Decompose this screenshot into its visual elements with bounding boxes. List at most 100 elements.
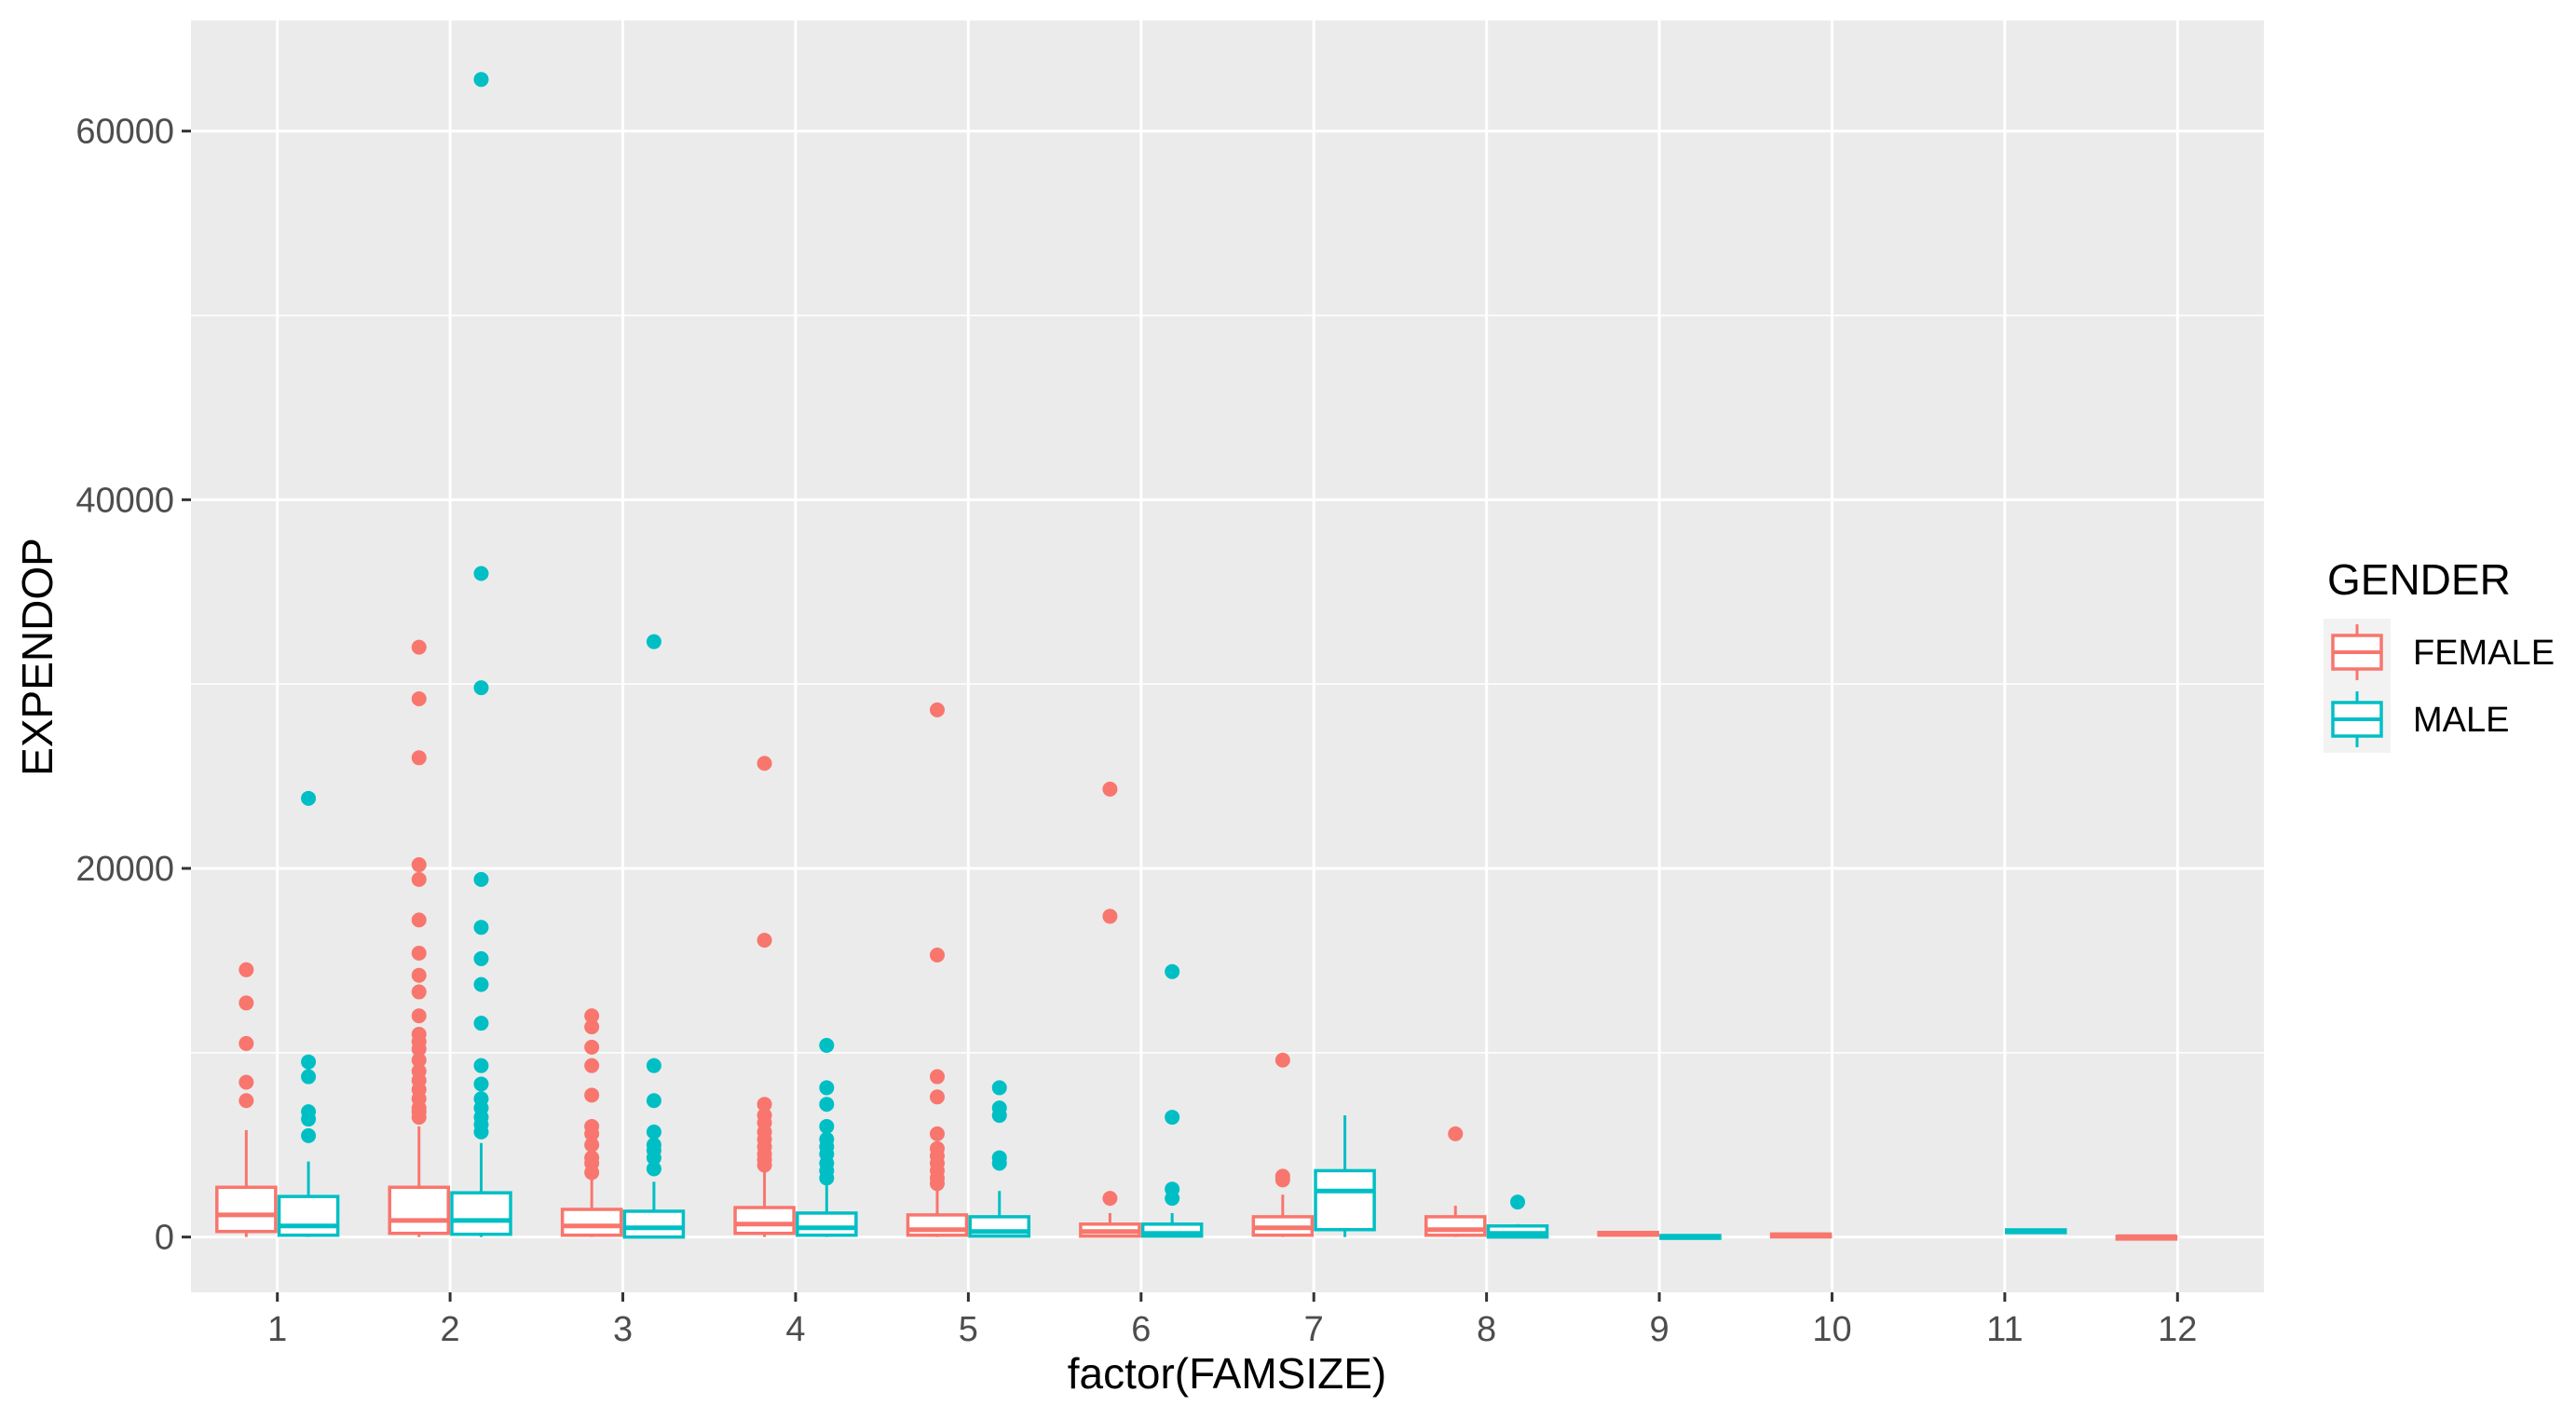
x-tick-label: 11 <box>1986 1310 2023 1349</box>
outlier-point <box>584 1137 600 1153</box>
box-iqr <box>560 1208 623 1237</box>
box-male-4 <box>796 1037 858 1237</box>
outlier-point <box>930 1069 945 1085</box>
outlier-point <box>584 1019 600 1035</box>
legend-title: GENDER <box>2327 555 2511 604</box>
box-male-1 <box>277 790 340 1237</box>
outlier-point <box>473 680 489 696</box>
outlier-point <box>1274 1168 1290 1184</box>
box-iqr <box>277 1194 340 1237</box>
outlier-point <box>1448 1126 1464 1141</box>
box-female-6 <box>1079 781 1141 1238</box>
outlier-point <box>239 1074 254 1090</box>
box-female-1 <box>215 962 278 1237</box>
outlier-point <box>1165 963 1180 979</box>
outlier-point <box>819 1097 835 1113</box>
x-tick-label: 1 <box>267 1310 287 1349</box>
outlier-point <box>756 1108 772 1124</box>
outlier-point <box>473 950 489 966</box>
outlier-point <box>991 1150 1007 1166</box>
y-tick-label: 60000 <box>75 113 174 152</box>
outlier-point <box>473 72 489 88</box>
x-axis-ticks: 1 2 3 4 5 6 7 8 9 10 11 12 <box>267 1292 2197 1349</box>
outlier-point <box>239 1093 254 1109</box>
box-female-7 <box>1251 1052 1315 1237</box>
legend: GENDER FEMALE MALE <box>2324 555 2555 753</box>
outlier-point <box>584 1150 600 1166</box>
x-tick-label: 4 <box>785 1310 805 1349</box>
box-iqr <box>450 1191 512 1236</box>
grid-lines <box>191 20 2264 1292</box>
legend-label-male: MALE <box>2413 701 2509 740</box>
outlier-point <box>1274 1052 1290 1068</box>
legend-item-male: MALE <box>2324 686 2509 753</box>
outlier-point <box>1165 1110 1180 1126</box>
outlier-point <box>473 566 489 581</box>
box-female-8 <box>1424 1126 1487 1237</box>
outlier-point <box>584 1118 600 1134</box>
x-tick-label: 7 <box>1304 1310 1324 1349</box>
outlier-point <box>1102 1191 1118 1207</box>
outlier-point <box>239 995 254 1011</box>
x-tick-label: 3 <box>613 1310 633 1349</box>
x-tick-label: 12 <box>2158 1310 2197 1349</box>
outlier-point <box>301 1104 317 1120</box>
box-iqr <box>733 1206 796 1235</box>
box-male-3 <box>622 634 686 1239</box>
outlier-point <box>301 1069 317 1085</box>
outlier-point <box>473 1016 489 1031</box>
outlier-point <box>819 1037 835 1053</box>
box-female-4 <box>733 756 796 1237</box>
outlier-point <box>411 871 427 887</box>
outlier-point <box>584 1039 600 1055</box>
box-iqr <box>622 1209 686 1239</box>
y-axis-ticks: 0 20000 40000 60000 <box>75 113 191 1258</box>
box-male-6 <box>1140 963 1204 1238</box>
outlier-point <box>473 976 489 992</box>
x-tick-label: 8 <box>1477 1310 1496 1349</box>
outlier-point <box>646 634 661 649</box>
box-female-10 <box>1769 1232 1833 1239</box>
outlier-point <box>584 1008 600 1024</box>
boxes <box>215 72 2178 1241</box>
outlier-point <box>411 857 427 873</box>
outlier-point <box>646 1058 661 1073</box>
outlier-point <box>991 1080 1007 1096</box>
outlier-point <box>930 702 945 717</box>
outlier-point <box>473 1058 489 1073</box>
box-male-5 <box>968 1080 1031 1238</box>
box-female-5 <box>906 702 969 1237</box>
x-tick-label: 10 <box>1812 1310 1851 1349</box>
outlier-point <box>473 1091 489 1107</box>
box-female-9 <box>1597 1230 1659 1237</box>
outlier-point <box>411 946 427 961</box>
outlier-point <box>411 1008 427 1024</box>
x-tick-label: 9 <box>1649 1310 1669 1349</box>
outlier-point <box>411 912 427 928</box>
outlier-point <box>1102 781 1118 797</box>
outlier-point <box>646 1124 661 1140</box>
outlier-point <box>411 1063 427 1079</box>
outlier-point <box>819 1131 835 1147</box>
outlier-point <box>1102 908 1118 924</box>
box-male-11 <box>2004 1228 2067 1235</box>
outlier-point <box>584 1087 600 1103</box>
legend-item-female: FEMALE <box>2324 619 2555 686</box>
outlier-point <box>646 1161 661 1177</box>
box-male-2 <box>450 72 512 1237</box>
box-female-2 <box>388 639 451 1237</box>
legend-key-female-boxplot-icon <box>2331 624 2383 680</box>
outlier-point <box>301 790 317 806</box>
outlier-point <box>991 1100 1007 1116</box>
outlier-point <box>646 1137 661 1153</box>
outlier-point <box>473 920 489 935</box>
y-tick-label: 20000 <box>75 850 174 889</box>
outlier-point <box>411 750 427 766</box>
outlier-point <box>411 1052 427 1068</box>
outlier-point <box>301 1127 317 1143</box>
outlier-point <box>1510 1194 1525 1210</box>
outlier-point <box>930 1126 945 1141</box>
outlier-point <box>411 984 427 1000</box>
outlier-point <box>584 1058 600 1073</box>
x-tick-label: 5 <box>959 1310 978 1349</box>
